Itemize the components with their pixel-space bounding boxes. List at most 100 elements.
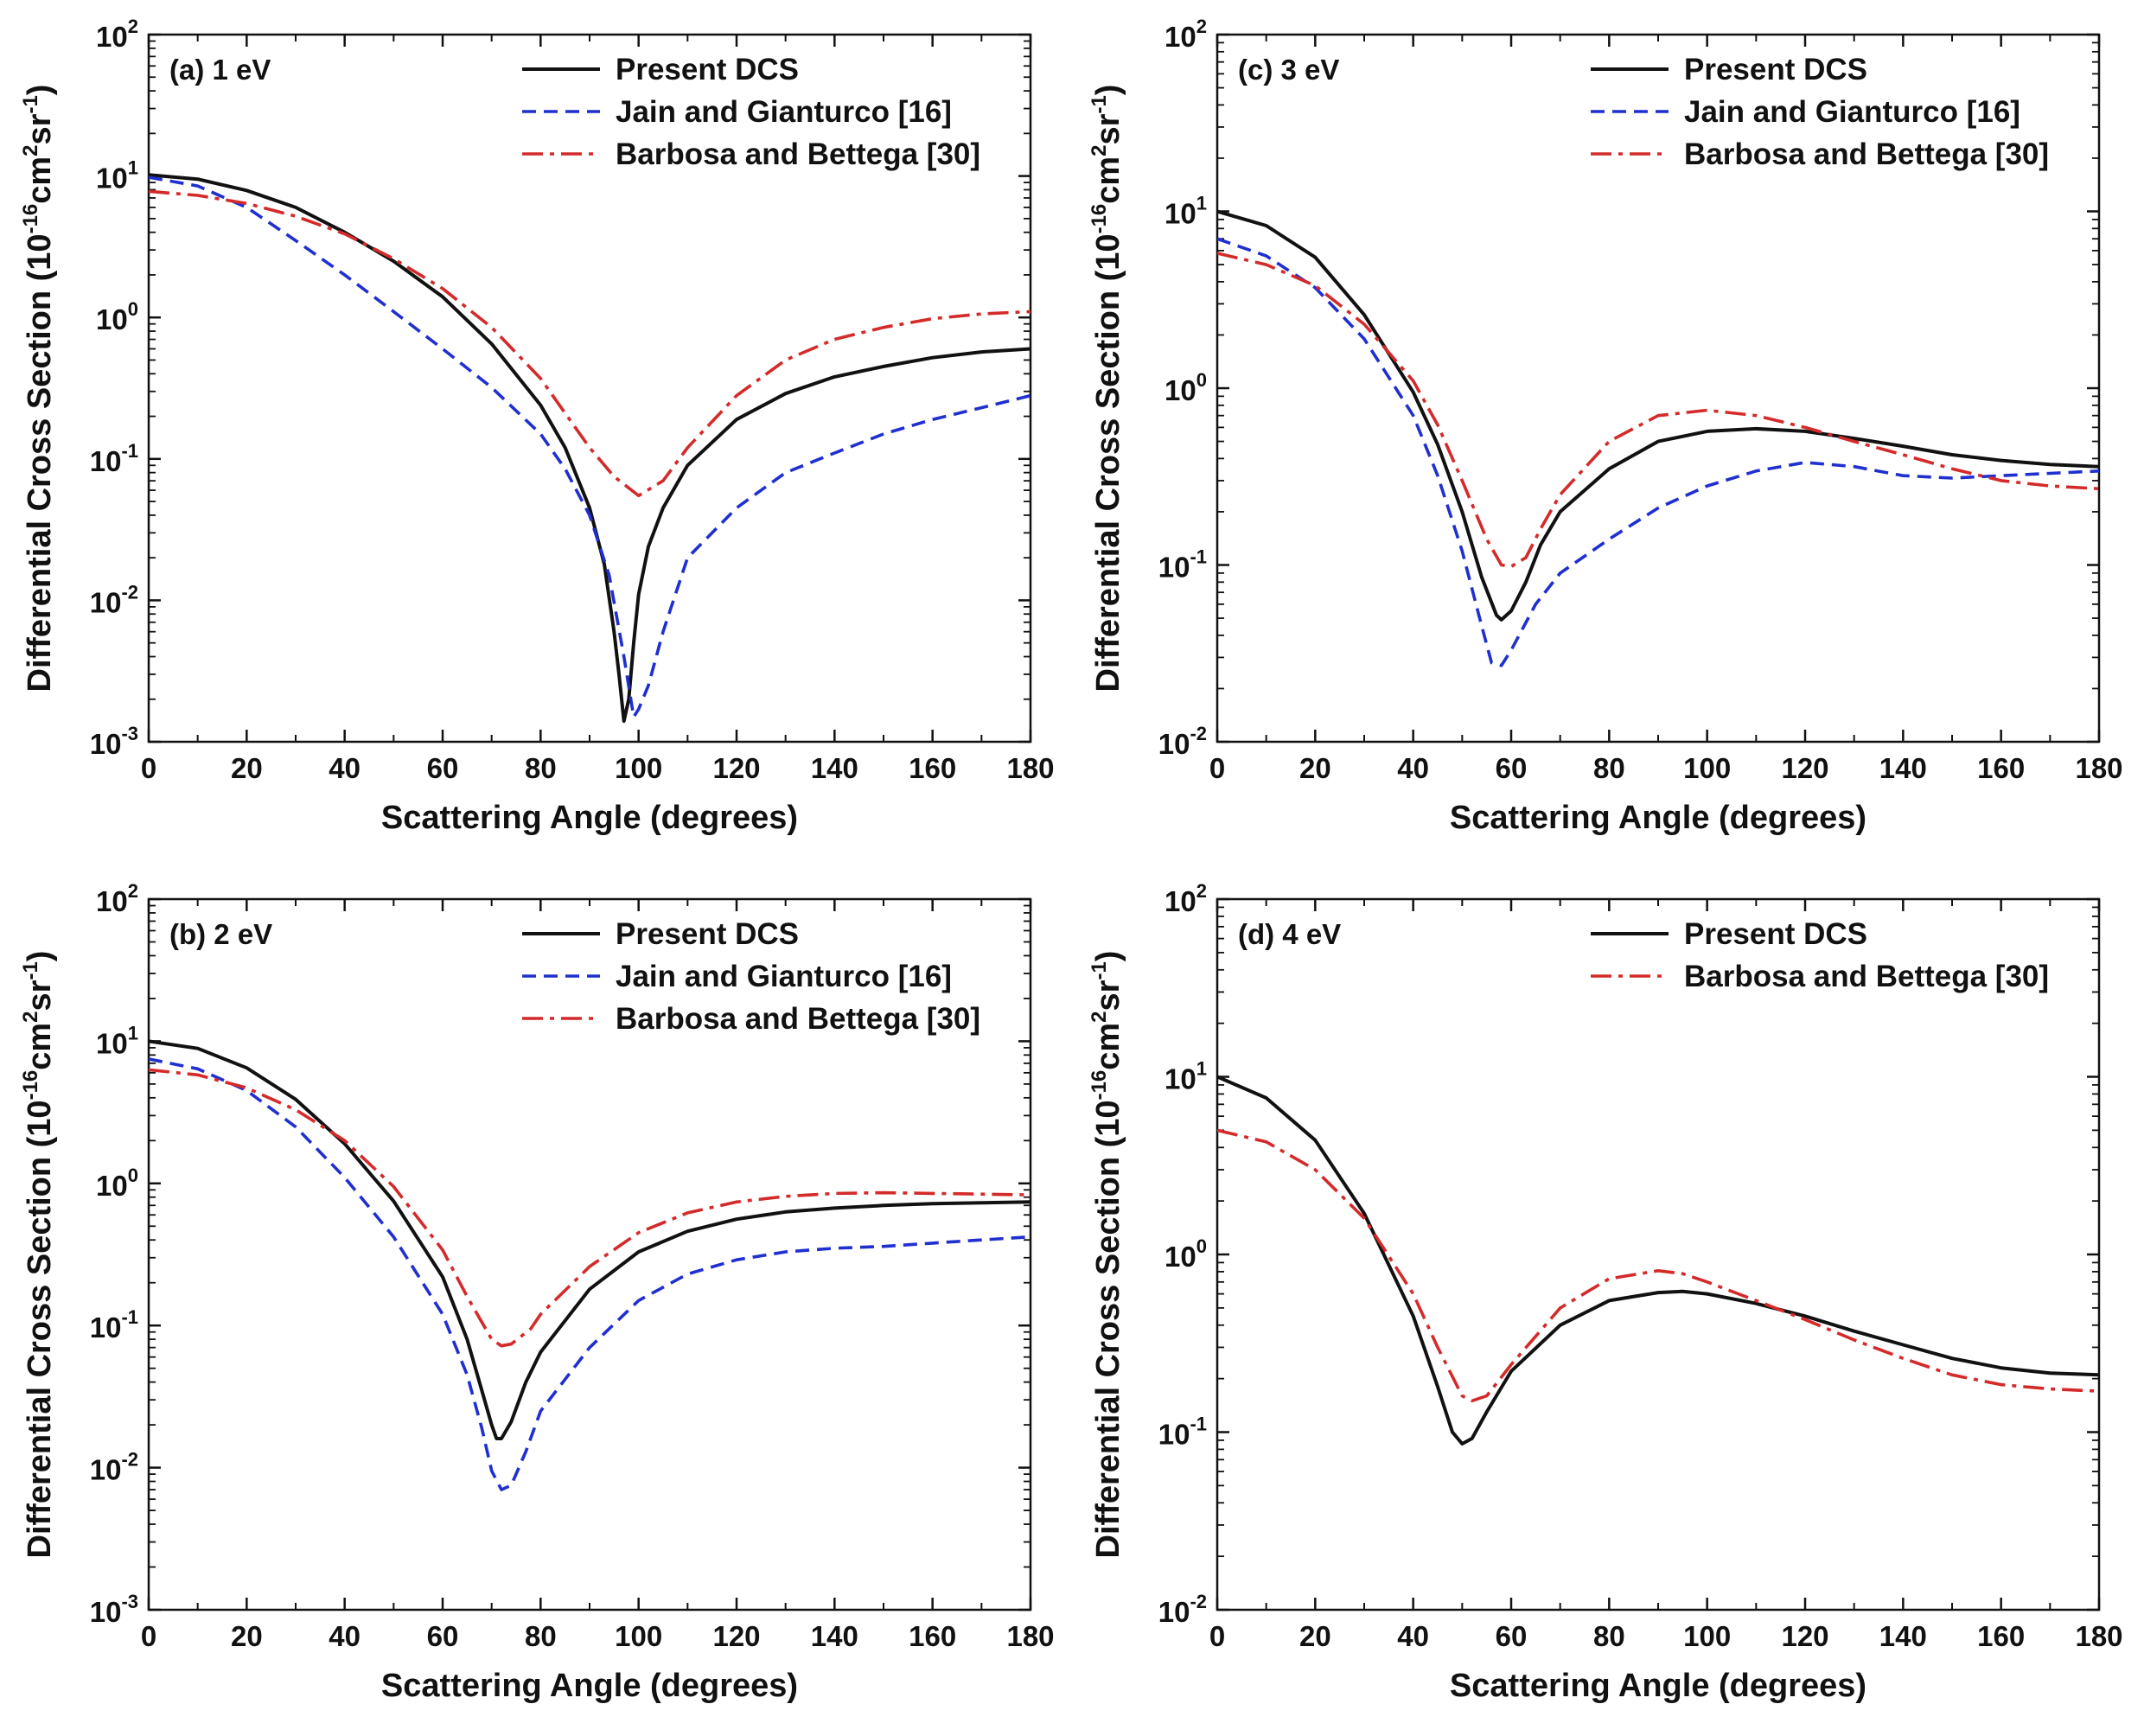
y-axis-title: Differential Cross Section (10-16cm2sr-1… xyxy=(19,85,58,692)
x-axis-title: Scattering Angle (degrees) xyxy=(381,1668,798,1704)
y-tick-label: 10-1 xyxy=(1158,1414,1207,1451)
x-tick-label: 60 xyxy=(1496,752,1528,784)
panel-2: 0 20 40 60 80 100 120 140 160 180 10-2 10-1 100 101 10… xyxy=(1088,16,2123,836)
x-tick-label: 20 xyxy=(1299,1620,1331,1652)
x-tick-label: 120 xyxy=(1781,1620,1828,1652)
legend-label-2: Jain and Gianturco [16] xyxy=(1684,95,2020,129)
legend-label-2: Barbosa and Bettega [30] xyxy=(1684,960,2049,993)
y-tick-label: 10-3 xyxy=(90,723,138,760)
x-tick-label: 160 xyxy=(1977,1620,2025,1652)
y-tick-label: 10-3 xyxy=(90,1591,138,1628)
y-tick-label: 101 xyxy=(1165,193,1207,230)
y-tick-label: 101 xyxy=(96,157,138,195)
x-tick-label: 180 xyxy=(2075,752,2122,784)
x-tick-label: 80 xyxy=(525,1620,557,1652)
y-tick-label: 100 xyxy=(96,298,138,335)
panel-4: 0 20 40 60 80 100 120 140 160 180 10-2 10-1 100 101 10… xyxy=(1088,880,2123,1704)
series-line-1 xyxy=(1217,209,2099,622)
legend-label-3: Barbosa and Bettega [30] xyxy=(616,137,980,171)
legend-label-1: Present DCS xyxy=(616,53,799,86)
x-tick-label: 160 xyxy=(909,752,956,784)
series-line-3 xyxy=(149,1068,1031,1348)
panel-1: 0 20 40 60 80 100 120 140 160 180 10-3 10-2 10-1 100 1… xyxy=(19,16,1055,836)
x-tick-label: 40 xyxy=(329,1620,361,1652)
x-tick-label: 120 xyxy=(712,752,760,784)
series-line-2 xyxy=(149,176,1031,718)
legend-label-1: Present DCS xyxy=(616,917,799,951)
x-tick-label: 100 xyxy=(615,1620,662,1652)
y-axis-title: Differential Cross Section (10-16cm2sr-1… xyxy=(19,951,58,1559)
y-tick-label: 101 xyxy=(96,1022,138,1059)
panel-label: (b) 2 eV xyxy=(169,918,272,950)
x-tick-label: 0 xyxy=(141,1620,156,1652)
x-tick-label: 80 xyxy=(525,752,557,784)
series-line-2 xyxy=(1217,237,2099,667)
series-line-1 xyxy=(1217,1075,2099,1446)
x-tick-label: 120 xyxy=(712,1620,760,1652)
x-tick-label: 80 xyxy=(1593,1620,1625,1652)
legend-label-3: Barbosa and Bettega [30] xyxy=(616,1002,980,1036)
x-tick-label: 160 xyxy=(1977,752,2025,784)
x-tick-label: 60 xyxy=(1496,1620,1528,1652)
y-tick-label: 101 xyxy=(1165,1058,1207,1095)
series-line-2 xyxy=(1217,1128,2099,1403)
x-tick-label: 180 xyxy=(1006,752,1054,784)
panel-label: (a) 1 eV xyxy=(169,54,271,86)
x-tick-label: 100 xyxy=(615,752,662,784)
y-tick-label: 102 xyxy=(1165,16,1207,53)
series-line-1 xyxy=(149,1039,1031,1440)
series-line-3 xyxy=(149,189,1031,498)
panel-label: (d) 4 eV xyxy=(1238,918,1341,950)
x-tick-label: 60 xyxy=(427,1620,459,1652)
legend-label-2: Jain and Gianturco [16] xyxy=(616,960,952,993)
x-axis-title: Scattering Angle (degrees) xyxy=(381,800,798,836)
x-tick-label: 0 xyxy=(141,752,156,784)
panel-label: (c) 3 eV xyxy=(1238,54,1339,86)
plot-frame xyxy=(1216,897,2101,1612)
x-tick-label: 20 xyxy=(231,752,263,784)
y-tick-label: 102 xyxy=(96,16,138,53)
y-tick-label: 102 xyxy=(96,880,138,917)
y-tick-label: 10-1 xyxy=(90,1306,138,1343)
x-tick-label: 100 xyxy=(1683,1620,1731,1652)
y-tick-label: 100 xyxy=(96,1165,138,1202)
y-tick-label: 10-2 xyxy=(90,581,138,618)
x-axis-title: Scattering Angle (degrees) xyxy=(1450,800,1866,836)
x-tick-label: 140 xyxy=(811,1620,858,1652)
x-tick-label: 0 xyxy=(1209,1620,1225,1652)
legend-label-2: Jain and Gianturco [16] xyxy=(616,95,952,129)
series-line-3 xyxy=(1217,252,2099,569)
legend-label-1: Present DCS xyxy=(1684,917,1867,951)
x-tick-label: 40 xyxy=(329,752,361,784)
x-tick-label: 20 xyxy=(231,1620,263,1652)
x-tick-label: 40 xyxy=(1397,1620,1429,1652)
y-tick-label: 10-1 xyxy=(1158,546,1207,584)
x-tick-label: 100 xyxy=(1683,752,1731,784)
panel-3: 0 20 40 60 80 100 120 140 160 180 10-3 10-2 10-1 100 1… xyxy=(19,880,1055,1704)
x-tick-label: 140 xyxy=(1879,1620,1927,1652)
series-line-1 xyxy=(149,173,1031,724)
x-tick-label: 140 xyxy=(1879,752,1927,784)
y-axis-title: Differential Cross Section (10-16cm2sr-1… xyxy=(1088,951,1126,1559)
series-line-2 xyxy=(149,1057,1031,1491)
x-tick-label: 40 xyxy=(1397,752,1429,784)
y-tick-label: 102 xyxy=(1165,880,1207,917)
x-tick-label: 180 xyxy=(1006,1620,1054,1652)
legend-label-3: Barbosa and Bettega [30] xyxy=(1684,137,2049,171)
x-tick-label: 180 xyxy=(2075,1620,2122,1652)
y-tick-label: 100 xyxy=(1165,1235,1207,1273)
y-tick-label: 10-2 xyxy=(1158,723,1207,760)
y-axis-title: Differential Cross Section (10-16cm2sr-1… xyxy=(1088,85,1126,692)
y-tick-label: 10-2 xyxy=(90,1449,138,1486)
x-tick-label: 20 xyxy=(1299,752,1331,784)
legend-label-1: Present DCS xyxy=(1684,53,1867,86)
y-tick-label: 100 xyxy=(1165,369,1207,406)
x-tick-label: 60 xyxy=(427,752,459,784)
y-tick-label: 10-1 xyxy=(90,440,138,477)
x-tick-label: 160 xyxy=(909,1620,956,1652)
x-tick-label: 0 xyxy=(1209,752,1225,784)
x-tick-label: 140 xyxy=(811,752,858,784)
x-tick-label: 120 xyxy=(1781,752,1828,784)
x-tick-label: 80 xyxy=(1593,752,1625,784)
